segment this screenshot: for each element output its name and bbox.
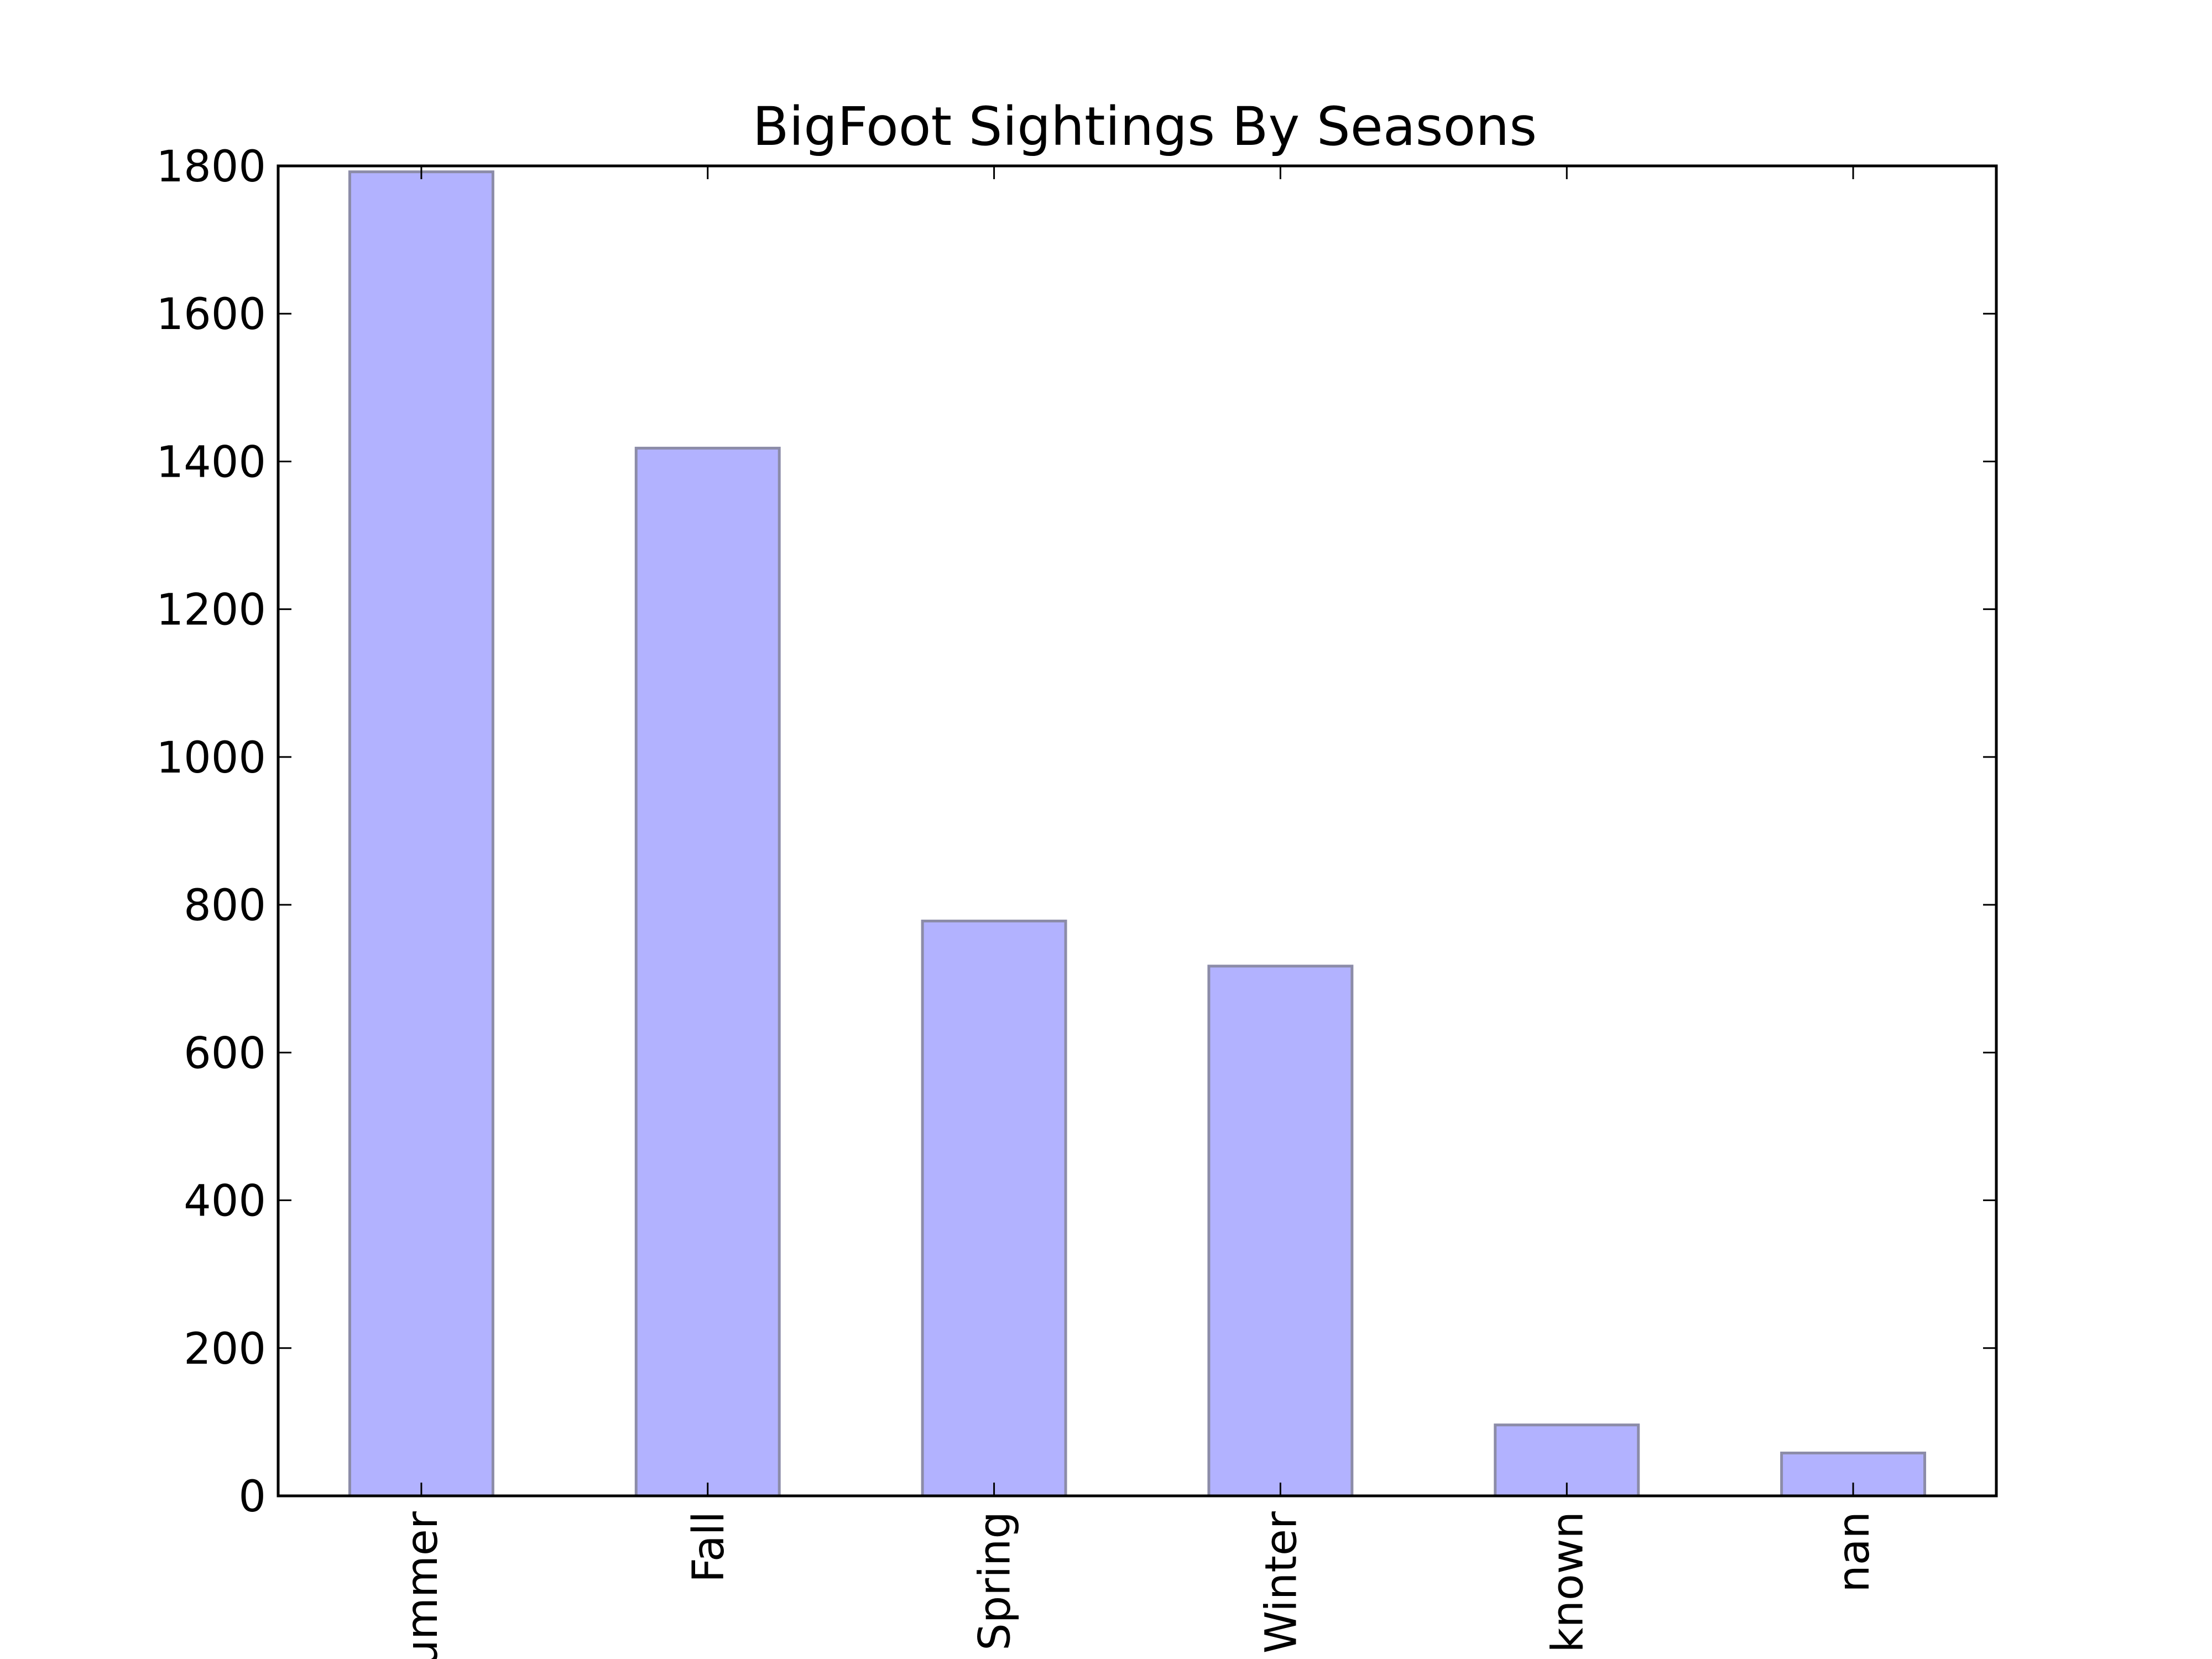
- y-tick-label: 1400: [156, 437, 266, 487]
- x-tick-label: ummer: [398, 1511, 447, 1659]
- plot-frame: [276, 164, 1998, 1498]
- x-tick-label: known: [1543, 1511, 1593, 1653]
- y-tick-label: 400: [184, 1177, 266, 1227]
- y-tick-label: 1600: [156, 290, 266, 340]
- x-tick-label: Fall: [684, 1511, 734, 1583]
- y-tick-label: 0: [238, 1472, 266, 1522]
- x-tick-label: Winter: [1256, 1511, 1306, 1653]
- y-tick-label: 1000: [156, 733, 266, 783]
- x-tick-label: nan: [1829, 1511, 1879, 1593]
- bar-spring: [921, 920, 1067, 1498]
- y-axis: 0 200 400 600 800 1000 1200 1400 1600 1800: [156, 142, 1996, 1522]
- y-tick-label: 1200: [156, 586, 266, 635]
- x-tick-label: Spring: [971, 1511, 1020, 1651]
- y-tick-label: 1800: [156, 142, 266, 192]
- x-axis: ummer Fall Spring Winter known nan: [398, 166, 1879, 1659]
- bars-group: [348, 170, 1927, 1498]
- bar-summer: [348, 170, 494, 1498]
- y-tick-label: 200: [184, 1324, 266, 1374]
- bar-fall: [634, 446, 781, 1498]
- y-tick-label: 800: [184, 881, 266, 931]
- bar-winter: [1207, 964, 1354, 1498]
- y-tick-label: 600: [184, 1029, 266, 1078]
- chart-title: BigFoot Sightings By Seasons: [753, 96, 1537, 158]
